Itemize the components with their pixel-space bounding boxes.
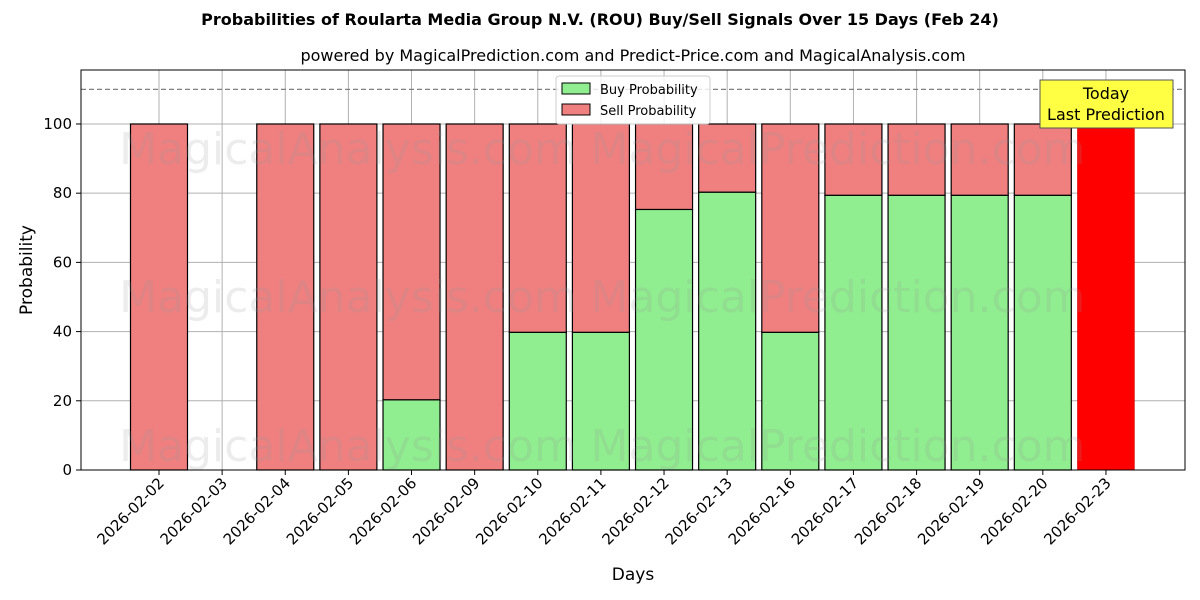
bar-buy-2026-02-19 — [950, 194, 1009, 471]
x-tick-label: 2026-02-18 — [851, 474, 925, 548]
plot-frame — [80, 69, 1186, 471]
x-tick-label: 2026-02-03 — [157, 474, 231, 548]
x-tick-label: 2026-02-12 — [598, 474, 672, 548]
x-tick-label: 2026-02-19 — [914, 474, 988, 548]
bar-sell-2026-02-10 — [508, 123, 567, 333]
today-annotation-line1: Today — [1082, 84, 1129, 103]
bar-sell-2026-02-04 — [256, 123, 315, 471]
x-tick-label: 2026-02-05 — [283, 474, 357, 548]
bar-sell-2026-02-05 — [319, 123, 378, 471]
bar-buy-2026-02-11 — [571, 331, 631, 471]
x-tick-label: 2026-02-09 — [409, 474, 483, 548]
bar-sell-2026-02-11 — [571, 123, 631, 333]
bar-sell-2026-02-13 — [698, 123, 757, 193]
legend-sell-label: Sell Probability — [600, 104, 697, 119]
y-tick-label: 100 — [43, 115, 72, 133]
y-tick-label: 80 — [53, 184, 72, 202]
bar-sell-2026-02-17 — [824, 123, 883, 196]
x-tick-label: 2026-02-17 — [788, 474, 862, 548]
y-tick-label: 40 — [53, 323, 72, 341]
watermark: MagicalPrediction.com — [591, 421, 1086, 472]
watermark: MagicalPrediction.com — [591, 124, 1086, 175]
watermark: MagicalAnalysis.com — [119, 421, 577, 472]
bar-sell-2026-02-20 — [1013, 123, 1072, 196]
y-tick-label: 60 — [53, 253, 72, 271]
bar-sell-2026-02-18 — [887, 123, 946, 196]
bar-today-2026-02-23 — [1077, 123, 1135, 471]
x-tick-label: 2026-02-06 — [346, 474, 420, 548]
today-annotation-box — [1039, 79, 1174, 129]
bar-buy-2026-02-18 — [887, 194, 946, 471]
bar-buy-2026-02-16 — [761, 331, 820, 471]
y-axis-label: Probability — [17, 225, 37, 315]
legend-buy-swatch — [561, 82, 591, 95]
chart-subtitle: powered by MagicalPrediction.com and Pre… — [300, 46, 966, 65]
x-tick-label: 2026-02-11 — [535, 474, 609, 548]
watermark: MagicalAnalysis.com — [119, 124, 577, 175]
y-tick-label: 0 — [62, 461, 72, 479]
bar-sell-2026-02-19 — [950, 123, 1009, 196]
x-tick-label: 2026-02-23 — [1040, 474, 1114, 548]
bar-sell-2026-02-16 — [761, 123, 820, 333]
legend-box — [555, 75, 711, 125]
legend-buy-label: Buy Probability — [600, 83, 698, 98]
legend-sell-swatch — [561, 103, 591, 116]
x-tick-label: 2026-02-13 — [662, 474, 736, 548]
y-tick-label: 20 — [53, 392, 72, 410]
bar-buy-2026-02-06 — [382, 399, 441, 471]
today-annotation-line2: Last Prediction — [1047, 105, 1165, 124]
watermark: MagicalPrediction.com — [591, 272, 1086, 323]
bar-sell-2026-02-12 — [634, 123, 694, 211]
x-tick-label: 2026-02-02 — [93, 474, 167, 548]
bar-buy-2026-02-17 — [824, 194, 883, 471]
bar-sell-2026-02-09 — [445, 123, 504, 471]
x-tick-label: 2026-02-10 — [472, 474, 546, 548]
bar-buy-2026-02-13 — [698, 191, 757, 471]
watermark: MagicalAnalysis.com — [119, 272, 577, 323]
x-tick-label: 2026-02-16 — [725, 474, 799, 548]
x-tick-label: 2026-02-04 — [220, 474, 294, 548]
bar-buy-2026-02-20 — [1013, 194, 1072, 471]
bar-buy-2026-02-12 — [634, 208, 694, 471]
chart-title: Probabilities of Roularta Media Group N.… — [201, 10, 999, 29]
bar-sell-2026-02-06 — [382, 123, 441, 401]
x-tick-label: 2026-02-20 — [977, 474, 1051, 548]
x-axis-label: Days — [612, 565, 655, 585]
